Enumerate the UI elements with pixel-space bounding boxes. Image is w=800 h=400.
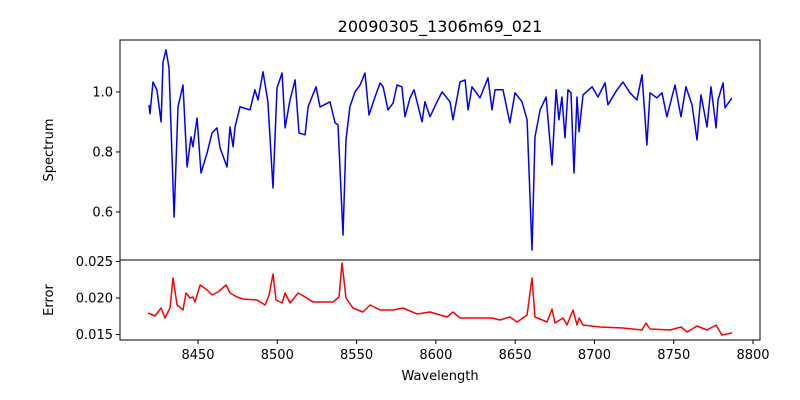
x-tick-label: 8450 <box>181 348 214 363</box>
spectrum-y-tick-label: 0.8 <box>92 145 113 160</box>
x-tick-label: 8800 <box>736 348 769 363</box>
spectrum-y-tick-label: 0.6 <box>92 205 113 220</box>
error-axes-frame <box>119 259 761 341</box>
error-axes: 0.015 0.020 0.025 8450 8500 8550 8600 8650 8700 8… <box>76 255 770 363</box>
x-tick-label: 8550 <box>340 348 373 363</box>
error-y-tick-label: 0.025 <box>76 255 113 270</box>
spectrum-y-label: Spectrum <box>42 119 57 182</box>
x-axis-label: Wavelength <box>401 369 478 384</box>
error-y-label: Error <box>42 284 57 316</box>
x-tick-label: 8750 <box>657 348 690 363</box>
chart-title: 20090305_1306m69_021 <box>338 17 543 37</box>
x-tick-label: 8600 <box>419 348 452 363</box>
error-series-line <box>147 262 733 336</box>
error-y-tick-label: 0.020 <box>76 291 113 306</box>
error-y-tick-label: 0.015 <box>76 328 113 343</box>
spectrum-y-tick-label: 1.0 <box>92 85 113 100</box>
x-tick-label: 8700 <box>578 348 611 363</box>
spectrum-series-line <box>148 49 733 251</box>
x-tick-label: 8500 <box>261 348 294 363</box>
x-tick-label: 8650 <box>499 348 532 363</box>
